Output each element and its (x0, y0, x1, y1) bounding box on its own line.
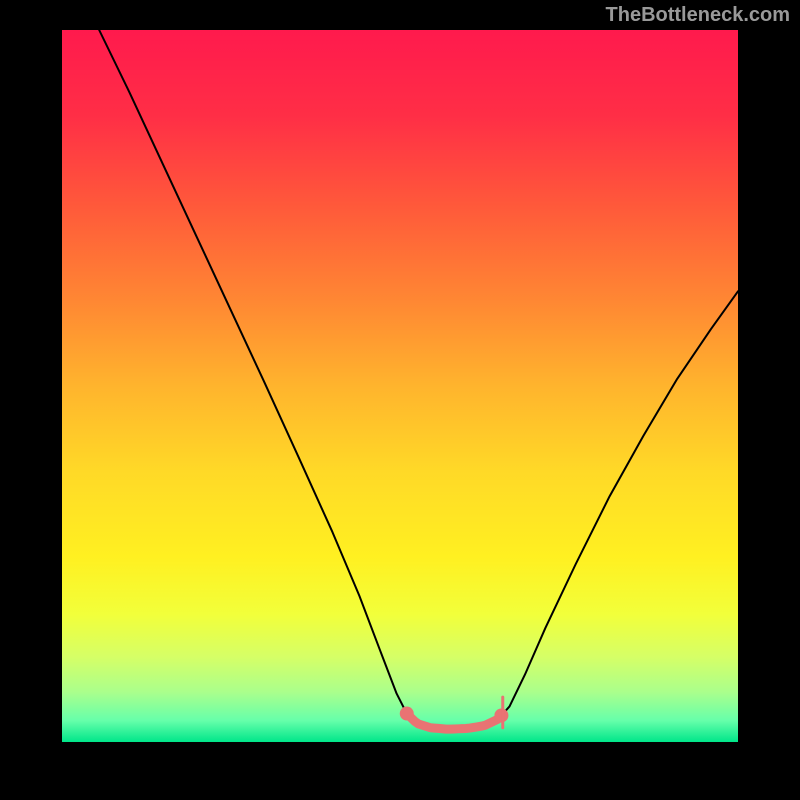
chart-container: TheBottleneck.com (0, 0, 800, 800)
watermark-text: TheBottleneck.com (606, 4, 790, 27)
bottleneck-chart (0, 0, 800, 800)
